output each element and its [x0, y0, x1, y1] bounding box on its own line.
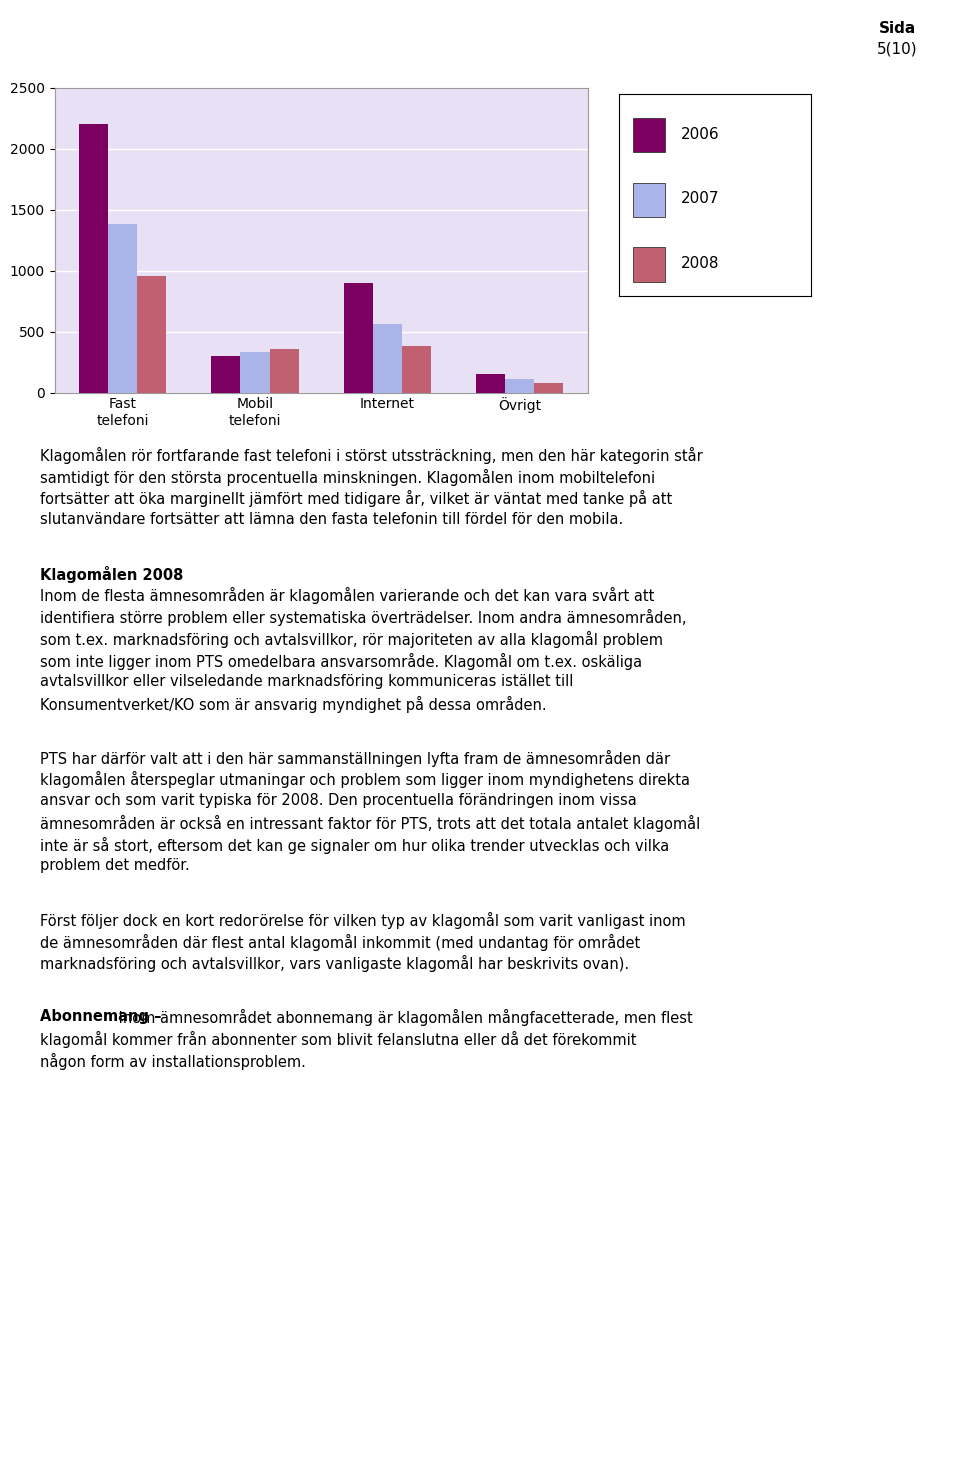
Text: klagomålen återspeglar utmaningar och problem som ligger inom myndighetens direk: klagomålen återspeglar utmaningar och pr… [40, 772, 690, 788]
Text: de ämnesområden där flest antal klagomål inkommit (med undantag för området: de ämnesområden där flest antal klagomål… [40, 933, 640, 951]
Text: fortsätter att öka marginellt jämfört med tidigare år, vilket är väntat med tank: fortsätter att öka marginellt jämfört me… [40, 491, 673, 507]
Text: 2008: 2008 [681, 256, 719, 271]
Text: 2006: 2006 [681, 126, 719, 142]
Text: ansvar och som varit typiska för 2008. Den procentuella förändringen inom vissa: ansvar och som varit typiska för 2008. D… [40, 793, 637, 809]
Text: någon form av installationsproblem.: någon form av installationsproblem. [40, 1053, 306, 1069]
Text: marknadsföring och avtalsvillkor, vars vanligaste klagomål har beskrivits ovan).: marknadsföring och avtalsvillkor, vars v… [40, 955, 630, 973]
Text: som inte ligger inom PTS omedelbara ansvarsområde. Klagomål om t.ex. oskäliga: som inte ligger inom PTS omedelbara ansv… [40, 652, 642, 670]
Bar [79, 125, 108, 393]
Text: Konsumentverket/KO som är ansvarig myndighet på dessa områden.: Konsumentverket/KO som är ansvarig myndi… [40, 696, 547, 713]
FancyBboxPatch shape [633, 248, 665, 281]
FancyBboxPatch shape [633, 183, 665, 217]
Bar [505, 379, 534, 393]
Text: problem det medför.: problem det medför. [40, 858, 190, 873]
Text: identifiera större problem eller systematiska överträdelser. Inom andra ämnesomr: identifiera större problem eller systema… [40, 609, 686, 626]
Bar [108, 224, 137, 393]
Text: Inom ämnesområdet abonnemang är klagomålen mångfacetterade, men flest: Inom ämnesområdet abonnemang är klagomål… [114, 1009, 693, 1027]
Text: samtidigt för den största procentuella minskningen. Klagomålen inom mobiltelefon: samtidigt för den största procentuella m… [40, 469, 656, 485]
Text: PTS har därför valt att i den här sammanställningen lyfta fram de ämnesområden d: PTS har därför valt att i den här samman… [40, 750, 670, 766]
Text: Klagomålen rör fortfarande fast telefoni i störst utssträckning, men den här kat: Klagomålen rör fortfarande fast telefoni… [40, 447, 703, 464]
Text: Sida: Sida [879, 21, 916, 35]
Text: Inom de flesta ämnesområden är klagomålen varierande och det kan vara svårt att: Inom de flesta ämnesområden är klagomåle… [40, 587, 655, 605]
Text: slutanvändare fortsätter att lämna den fasta telefonin till fördel för den mobil: slutanvändare fortsätter att lämna den f… [40, 511, 624, 527]
Text: inte är så stort, eftersom det kan ge signaler om hur olika trender utvecklas oc: inte är så stort, eftersom det kan ge si… [40, 837, 669, 854]
Text: klagomål kommer från abonnenter som blivit felanslutna eller då det förekommit: klagomål kommer från abonnenter som bliv… [40, 1031, 636, 1047]
Text: ämnesområden är också en intressant faktor för PTS, trots att det totala antalet: ämnesområden är också en intressant fakt… [40, 815, 701, 832]
Text: Klagomålen 2008: Klagomålen 2008 [40, 565, 183, 583]
Text: Abonnemang –: Abonnemang – [40, 1009, 161, 1024]
Bar [476, 375, 505, 393]
Bar [211, 356, 240, 393]
Text: som t.ex. marknadsföring och avtalsvillkor, rör majoriteten av alla klagomål pro: som t.ex. marknadsföring och avtalsvillk… [40, 631, 663, 648]
Text: 2007: 2007 [681, 192, 719, 207]
Text: 5(10): 5(10) [877, 41, 918, 56]
Bar [402, 346, 431, 393]
Bar [372, 324, 402, 393]
Bar [344, 283, 372, 393]
Bar [270, 349, 299, 393]
Bar [240, 353, 270, 393]
Text: Först följer dock en kort redогörelse för vilken typ av klagomål som varit vanli: Först följer dock en kort redогörelse fö… [40, 913, 686, 929]
Bar [137, 275, 166, 393]
Text: avtalsvillkor eller vilseledande marknadsföring kommuniceras istället till: avtalsvillkor eller vilseledande marknad… [40, 674, 574, 689]
FancyBboxPatch shape [633, 119, 665, 152]
Bar [534, 384, 564, 393]
